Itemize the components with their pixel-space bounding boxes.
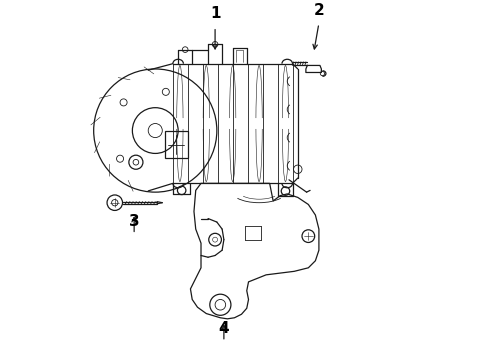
Text: 4: 4: [219, 321, 229, 337]
Text: 3: 3: [129, 214, 140, 229]
Text: 1: 1: [210, 6, 220, 22]
Text: 2: 2: [314, 3, 324, 18]
